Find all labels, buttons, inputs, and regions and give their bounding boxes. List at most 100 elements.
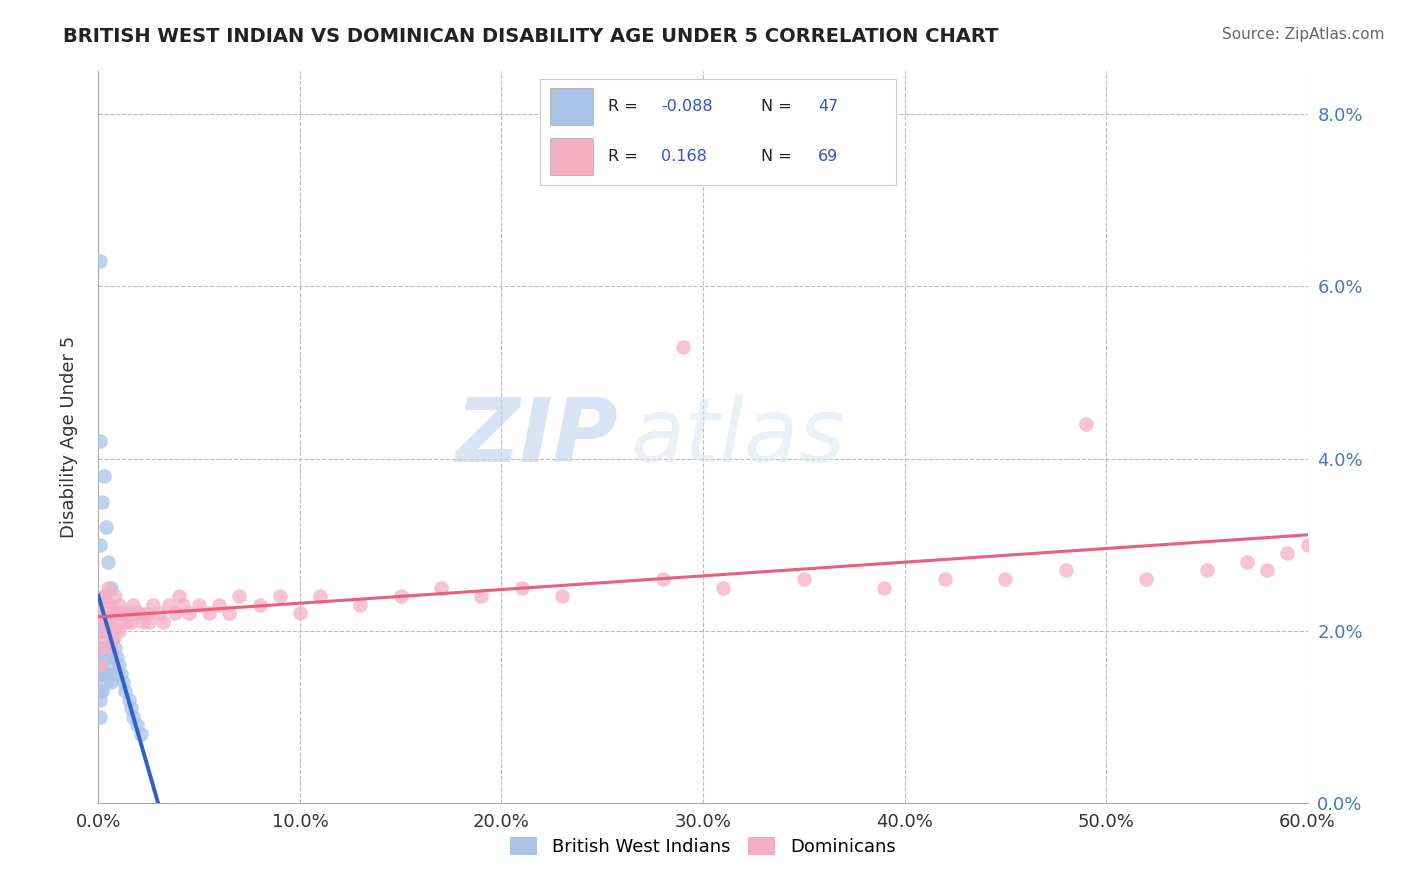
Point bbox=[1256, 564, 1278, 578]
Point bbox=[389, 589, 412, 603]
Point bbox=[167, 589, 190, 603]
Point bbox=[188, 598, 211, 612]
Point bbox=[89, 684, 111, 698]
Point bbox=[96, 624, 118, 638]
Point bbox=[97, 615, 120, 629]
Point bbox=[97, 640, 120, 655]
Point bbox=[89, 624, 111, 638]
Point bbox=[97, 581, 120, 595]
Point bbox=[89, 253, 111, 268]
Point bbox=[125, 607, 148, 621]
Point bbox=[100, 615, 122, 629]
Point bbox=[100, 649, 122, 664]
Point bbox=[138, 615, 160, 629]
Point bbox=[100, 624, 122, 638]
Point bbox=[96, 624, 118, 638]
Point bbox=[120, 701, 142, 715]
Point bbox=[93, 468, 115, 483]
Point bbox=[179, 607, 201, 621]
Point bbox=[100, 598, 122, 612]
Point bbox=[510, 581, 533, 595]
Legend: British West Indians, Dominicans: British West Indians, Dominicans bbox=[503, 830, 903, 863]
Point bbox=[101, 658, 124, 673]
Point bbox=[120, 615, 142, 629]
Point bbox=[89, 666, 111, 681]
Point bbox=[934, 572, 956, 586]
Point bbox=[711, 581, 734, 595]
Point bbox=[105, 607, 128, 621]
Point bbox=[118, 607, 141, 621]
Point bbox=[994, 572, 1017, 586]
Point bbox=[172, 598, 194, 612]
Point bbox=[93, 589, 115, 603]
Point bbox=[89, 538, 111, 552]
Y-axis label: Disability Age Under 5: Disability Age Under 5 bbox=[59, 336, 77, 538]
Point bbox=[93, 666, 115, 681]
Point bbox=[96, 649, 118, 664]
Point bbox=[1074, 417, 1097, 432]
Point bbox=[111, 675, 134, 690]
Point bbox=[288, 607, 311, 621]
Point bbox=[107, 624, 129, 638]
Point bbox=[105, 649, 128, 664]
Point bbox=[100, 675, 122, 690]
Point bbox=[103, 666, 125, 681]
Point bbox=[89, 658, 111, 673]
Point bbox=[198, 607, 221, 621]
Point bbox=[89, 710, 111, 724]
Point bbox=[103, 589, 125, 603]
Point bbox=[349, 598, 371, 612]
Point bbox=[142, 598, 165, 612]
Point bbox=[551, 589, 574, 603]
Point bbox=[89, 434, 111, 449]
Point bbox=[163, 607, 186, 621]
Point bbox=[672, 340, 695, 354]
Point bbox=[107, 658, 129, 673]
Point bbox=[93, 640, 115, 655]
Point bbox=[1277, 546, 1299, 560]
Point bbox=[873, 581, 896, 595]
Text: atlas: atlas bbox=[630, 394, 845, 480]
Point bbox=[309, 589, 332, 603]
Point bbox=[132, 615, 155, 629]
Point bbox=[97, 607, 120, 621]
Point bbox=[103, 640, 125, 655]
Point bbox=[91, 684, 114, 698]
Point bbox=[89, 640, 111, 655]
Point bbox=[89, 640, 111, 655]
Point bbox=[101, 632, 124, 647]
Text: Source: ZipAtlas.com: Source: ZipAtlas.com bbox=[1222, 27, 1385, 42]
Point bbox=[100, 640, 122, 655]
Point bbox=[148, 607, 170, 621]
Point bbox=[100, 581, 122, 595]
Point bbox=[269, 589, 291, 603]
Point bbox=[1054, 564, 1077, 578]
Text: BRITISH WEST INDIAN VS DOMINICAN DISABILITY AGE UNDER 5 CORRELATION CHART: BRITISH WEST INDIAN VS DOMINICAN DISABIL… bbox=[63, 27, 998, 45]
Point bbox=[124, 607, 146, 621]
Point bbox=[208, 598, 231, 612]
Point bbox=[152, 615, 174, 629]
Point bbox=[228, 589, 250, 603]
Point bbox=[114, 607, 136, 621]
Point bbox=[121, 710, 143, 724]
Point bbox=[430, 581, 453, 595]
Point bbox=[157, 598, 180, 612]
Point bbox=[96, 675, 118, 690]
Point bbox=[1135, 572, 1157, 586]
Point bbox=[91, 624, 114, 638]
Point bbox=[1195, 564, 1218, 578]
Point bbox=[107, 598, 129, 612]
Point bbox=[793, 572, 815, 586]
Point bbox=[651, 572, 673, 586]
Point bbox=[115, 615, 138, 629]
Point bbox=[96, 598, 118, 612]
Point bbox=[101, 632, 124, 647]
Point bbox=[128, 607, 150, 621]
Point bbox=[89, 692, 111, 706]
Point bbox=[1236, 555, 1258, 569]
Point bbox=[91, 632, 114, 647]
Point bbox=[89, 658, 111, 673]
Point bbox=[1296, 538, 1319, 552]
Point bbox=[93, 589, 115, 603]
Point bbox=[96, 520, 118, 534]
